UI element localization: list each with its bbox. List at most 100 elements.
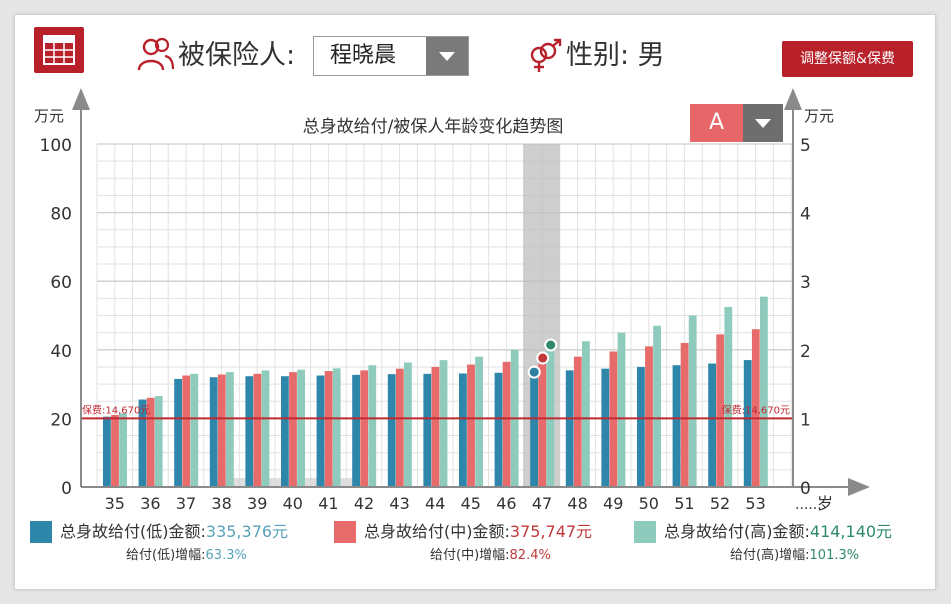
scheme-select[interactable]: A [690, 104, 783, 142]
legend-swatch-mid [334, 521, 356, 543]
x-tick-48: 48 [567, 494, 587, 513]
chevron-down-icon [439, 52, 455, 61]
y-tick-right-0: 0 [800, 479, 811, 499]
highlight-dot-mid [536, 351, 550, 365]
bar-high-53 [760, 296, 768, 487]
bar-mid-53 [751, 329, 760, 487]
bar-mid-37 [182, 375, 191, 487]
table-grid-icon [43, 35, 75, 65]
legend-label-high: 总身故给付(高)金额: [664, 522, 810, 541]
x-tick-45: 45 [461, 494, 481, 513]
chart-title: 总身故给付/被保人年龄变化趋势图 [303, 117, 564, 137]
gender-icon [530, 38, 562, 72]
scheme-dropdown-arrow[interactable] [743, 104, 783, 142]
x-tick-41: 41 [318, 494, 338, 513]
growth-label-mid: 给付(中)增幅: [430, 548, 510, 563]
insured-dropdown-arrow[interactable] [426, 37, 468, 75]
bar-low-38 [209, 377, 218, 487]
bar-low-50 [637, 366, 645, 487]
insured-value: 程晓晨 [330, 43, 397, 68]
x-tick-50: 50 [639, 494, 659, 513]
bar-high-36 [154, 396, 163, 487]
x-tick-39: 39 [247, 494, 267, 513]
bar-mid-50 [645, 346, 653, 487]
premium-label-right: 保费:14,670元 [722, 403, 790, 416]
x-tick-35: 35 [105, 494, 125, 513]
x-axis-label: 岁 [817, 494, 833, 513]
legend-swatch-high [634, 521, 656, 543]
bar-low-49 [601, 368, 610, 487]
adjust-coverage-premium-button[interactable]: 调整保额&保费 [782, 41, 913, 77]
bar-low-40 [281, 376, 289, 487]
x-tick-38: 38 [211, 494, 231, 513]
growth-mid: 给付(中)增幅:82.4% [430, 547, 551, 565]
y-tick-left-40: 40 [50, 342, 72, 362]
bar-low-39 [245, 376, 254, 487]
bar-mid-52 [716, 334, 725, 487]
gender-label: 性别: 男 [566, 40, 665, 71]
x-tick-44: 44 [425, 494, 445, 513]
bar-mid-48 [573, 356, 582, 487]
legend-label-mid: 总身故给付(中)金额: [364, 522, 510, 541]
bar-high-52 [724, 306, 733, 487]
x-tick-more: ...... [795, 497, 822, 513]
bar-low-36 [138, 399, 147, 487]
bar-mid-47 [538, 358, 547, 487]
y-tick-right-3: 3 [800, 273, 811, 293]
growth-low: 给付(低)增幅:63.3% [126, 547, 247, 565]
bar-low-46 [494, 372, 503, 487]
bar-low-35 [103, 416, 111, 487]
person-icon [137, 37, 175, 71]
highlight-dot-high [544, 338, 558, 352]
bar-mid-46 [502, 361, 511, 487]
growth-label-high: 给付(高)增幅: [730, 548, 810, 563]
bar-mid-51 [680, 342, 689, 487]
x-tick-42: 42 [354, 494, 374, 513]
bar-low-45 [459, 373, 467, 487]
bar-low-37 [174, 378, 182, 487]
x-tick-53: 53 [745, 494, 765, 513]
bar-mid-44 [431, 366, 440, 487]
bar-low-52 [708, 363, 716, 487]
y-tick-left-60: 60 [50, 273, 72, 293]
growth-high: 给付(高)增幅:101.3% [730, 547, 859, 565]
bar-high-48 [582, 341, 590, 487]
chevron-down-icon [755, 119, 771, 128]
highlight-dot-low [527, 365, 541, 379]
bar-low-41 [316, 375, 325, 487]
y-tick-right-2: 2 [800, 342, 811, 362]
y-tick-left-20: 20 [50, 410, 72, 430]
y-axis-right-arrow [784, 88, 802, 110]
bar-high-39 [261, 370, 270, 487]
bar-high-40 [297, 369, 305, 487]
bar-low-47 [530, 372, 538, 487]
y-tick-left-80: 80 [50, 205, 72, 225]
growth-value-low: 63.3% [205, 548, 247, 563]
x-tick-40: 40 [283, 494, 303, 513]
x-tick-46: 46 [496, 494, 516, 513]
bar-high-51 [688, 315, 697, 487]
bar-mid-38 [217, 374, 226, 487]
bar-mid-42 [360, 370, 369, 487]
insured-select[interactable]: 程晓晨 [313, 36, 469, 76]
y-tick-left-100: 100 [40, 136, 72, 156]
legend-amount-low: 335,376元 [205, 522, 289, 541]
bar-mid-41 [324, 371, 333, 487]
bar-low-44 [423, 373, 432, 487]
y-axis-right-label: 万元 [804, 107, 834, 125]
y-tick-right-4: 4 [800, 205, 811, 225]
bar-high-44 [439, 360, 448, 487]
bar-high-43 [404, 362, 412, 487]
scheme-value: A [690, 104, 743, 142]
growth-label-low: 给付(低)增幅: [126, 548, 206, 563]
y-tick-right-5: 5 [800, 136, 811, 156]
table-menu-button[interactable] [34, 27, 84, 73]
x-tick-51: 51 [674, 494, 694, 513]
growth-value-mid: 82.4% [509, 548, 551, 563]
x-axis-arrow [848, 478, 870, 496]
x-tick-36: 36 [140, 494, 160, 513]
header-bar: 被保险人: 程晓晨 性别: 男 调整保额&保费 [0, 0, 951, 90]
bar-low-42 [352, 374, 360, 487]
bar-mid-36 [146, 397, 155, 487]
